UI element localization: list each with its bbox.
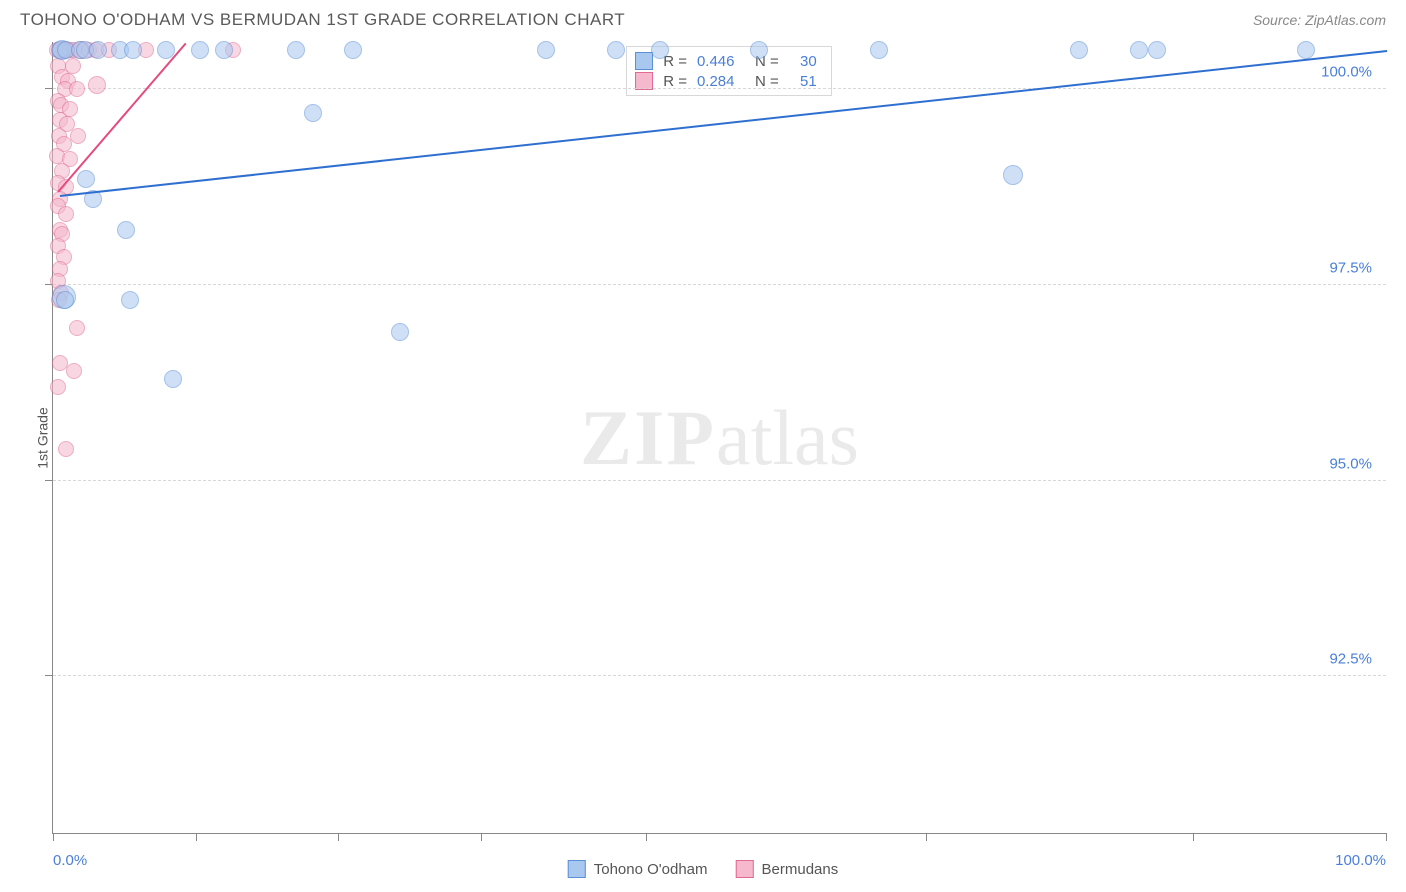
data-point [117, 221, 135, 239]
data-point [124, 41, 142, 59]
x-tick [196, 833, 197, 841]
x-axis-max-label: 100.0% [1335, 852, 1386, 869]
data-point [344, 41, 362, 59]
x-tick [481, 833, 482, 841]
chart-title: TOHONO O'ODHAM VS BERMUDAN 1ST GRADE COR… [20, 10, 625, 30]
stat-n-label: N = [755, 73, 779, 90]
legend-item: Bermudans [736, 860, 839, 878]
data-point [750, 41, 768, 59]
data-point [1148, 41, 1166, 59]
source-label: Source: ZipAtlas.com [1253, 12, 1386, 28]
legend-swatch [736, 860, 754, 878]
legend-label: Tohono O'odham [594, 861, 708, 878]
data-point [77, 170, 95, 188]
y-tick [45, 675, 53, 676]
data-point [651, 41, 669, 59]
legend-item: Tohono O'odham [568, 860, 708, 878]
stat-r-value: 0.446 [697, 53, 745, 70]
data-point [164, 370, 182, 388]
y-tick-label: 95.0% [1325, 455, 1376, 472]
data-point [70, 128, 86, 144]
y-tick-label: 92.5% [1325, 651, 1376, 668]
legend-swatch [568, 860, 586, 878]
data-point [50, 379, 66, 395]
x-tick [646, 833, 647, 841]
data-point [69, 320, 85, 336]
y-tick-label: 97.5% [1325, 259, 1376, 276]
y-tick [45, 480, 53, 481]
data-point [1297, 41, 1315, 59]
data-point [1070, 41, 1088, 59]
plot-area: ZIPatlas R =0.446N =30R =0.284N =51 0.0%… [52, 42, 1386, 834]
gridline [53, 88, 1386, 89]
data-point [58, 441, 74, 457]
y-tick-label: 100.0% [1317, 64, 1376, 81]
y-axis-label: 1st Grade [35, 407, 51, 468]
legend-label: Bermudans [762, 861, 839, 878]
data-point [88, 76, 106, 94]
stat-n-value: 30 [789, 53, 817, 70]
x-tick [926, 833, 927, 841]
data-point [89, 41, 107, 59]
legend: Tohono O'odham Bermudans [568, 860, 839, 878]
y-tick [45, 88, 53, 89]
x-tick [338, 833, 339, 841]
stat-r-value: 0.284 [697, 73, 745, 90]
data-point [287, 41, 305, 59]
stat-r-label: R = [663, 73, 687, 90]
data-point [58, 206, 74, 222]
data-point [69, 81, 85, 97]
x-tick [1193, 833, 1194, 841]
x-tick [53, 833, 54, 841]
data-point [121, 291, 139, 309]
x-tick [1386, 833, 1387, 841]
data-point [870, 41, 888, 59]
x-axis-min-label: 0.0% [53, 852, 87, 869]
data-point [1003, 165, 1023, 185]
data-point [1130, 41, 1148, 59]
gridline [53, 675, 1386, 676]
data-point [191, 41, 209, 59]
series-swatch [635, 52, 653, 70]
data-point [607, 41, 625, 59]
chart-container: 1st Grade ZIPatlas R =0.446N =30R =0.284… [40, 42, 1386, 834]
stat-n-value: 51 [789, 73, 817, 90]
data-point [215, 41, 233, 59]
data-point [52, 355, 68, 371]
gridline [53, 480, 1386, 481]
data-point [391, 323, 409, 341]
data-point [56, 291, 74, 309]
data-point [537, 41, 555, 59]
data-point [304, 104, 322, 122]
gridline [53, 284, 1386, 285]
data-point [66, 363, 82, 379]
watermark: ZIPatlas [580, 393, 859, 483]
